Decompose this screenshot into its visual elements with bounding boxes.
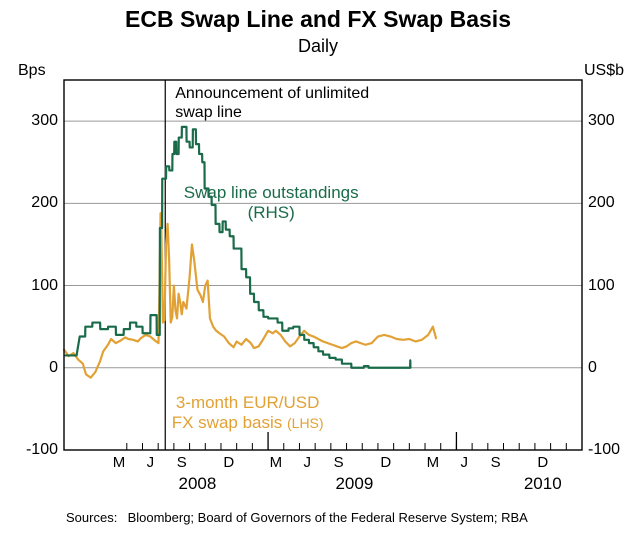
annotation-line2: swap line [175,104,242,121]
ytick-right-label: 200 [588,194,636,212]
xtick-label: M [421,454,445,471]
plot-area: Announcement of unlimited swap line Swap … [64,80,582,450]
xtick-label: D [531,454,555,471]
ytick-left-label: 0 [8,359,58,377]
xtick-label: D [217,454,241,471]
swap-label-l2: (RHS) [248,203,295,222]
annotation-line1: Announcement of unlimited [175,85,369,102]
xtick-label: M [264,454,288,471]
xyear-label: 2008 [167,474,227,494]
annotation-label: Announcement of unlimited swap line [175,84,369,122]
chart-subtitle: Daily [0,36,636,57]
ytick-left-label: 100 [8,277,58,295]
xtick-label: J [138,454,162,471]
xtick-label: M [107,454,131,471]
sources-prefix: Sources: [66,510,117,525]
xtick-label: S [170,454,194,471]
sources-line: Sources: Bloomberg; Board of Governors o… [66,510,596,526]
ytick-left-label: -100 [8,441,58,459]
xyear-label: 2010 [513,474,573,494]
basis-label-suffix: (LHS) [287,415,324,431]
basis-label-l2: FX swap basis [172,413,283,432]
y-axis-right-label: US$b [584,62,624,80]
xyear-label: 2009 [324,474,384,494]
swap-label-l1: Swap line outstandings [184,183,359,202]
ytick-right-label: 0 [588,359,636,377]
xtick-label: J [295,454,319,471]
ytick-left-label: 200 [8,194,58,212]
figure-root: ECB Swap Line and FX Swap Basis Daily Bp… [0,0,636,555]
ytick-right-label: 300 [588,112,636,130]
sources-text: Bloomberg; Board of Governors of the Fed… [128,510,528,525]
basis-label-l1: 3-month EUR/USD [176,393,320,412]
ytick-right-label: 100 [588,277,636,295]
xtick-label: S [484,454,508,471]
ytick-right-label: -100 [588,441,636,459]
y-axis-left-label: Bps [18,62,46,80]
xtick-label: J [452,454,476,471]
chart-title: ECB Swap Line and FX Swap Basis [0,6,636,33]
ytick-left-label: 300 [8,112,58,130]
xtick-label: D [374,454,398,471]
series-label-swap: Swap line outstandings(RHS) [171,183,371,222]
series-label-basis: 3-month EUR/USDFX swap basis (LHS) [148,393,348,432]
xtick-label: S [327,454,351,471]
